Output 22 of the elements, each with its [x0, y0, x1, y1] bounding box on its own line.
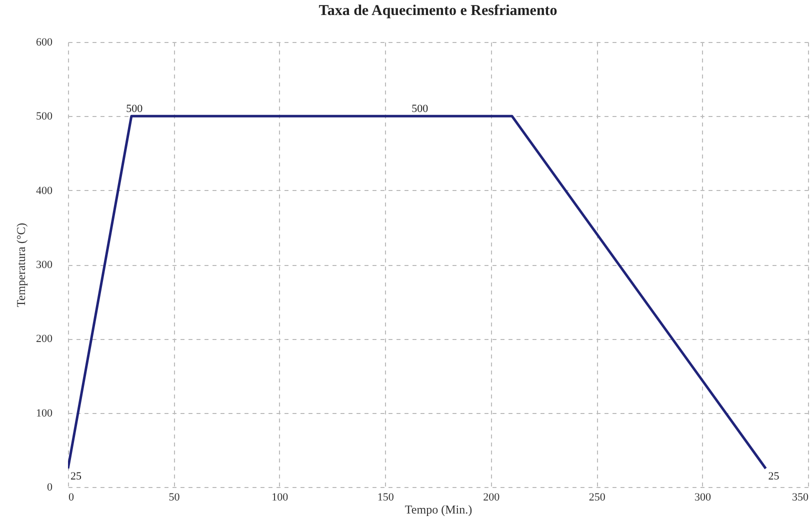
- data-label: 25: [70, 470, 82, 482]
- data-label: 500: [126, 103, 144, 116]
- y-tick-label: 0: [47, 482, 53, 494]
- x-axis-title: Tempo (Min.): [404, 502, 472, 516]
- x-tick-label: 50: [168, 492, 180, 504]
- data-label: 500: [412, 103, 429, 116]
- x-tick-label: 350: [792, 492, 809, 504]
- y-tick-label: 600: [36, 36, 53, 48]
- y-tick-label: 500: [36, 110, 53, 123]
- y-tick-label: 200: [36, 333, 53, 346]
- x-tick-label: 300: [694, 492, 712, 504]
- x-tick-label: 150: [377, 492, 394, 504]
- x-tick-label: 100: [272, 492, 289, 504]
- x-tick-label: 250: [588, 492, 606, 504]
- y-tick-label: 100: [36, 407, 53, 420]
- chart-title: Taxa de Aquecimento e Resfriamento: [318, 3, 558, 19]
- x-tick-label: 200: [483, 492, 500, 504]
- data-label: 25: [768, 470, 780, 482]
- y-axis-title: Temperatura (°C): [14, 222, 28, 308]
- x-tick-label: 0: [68, 492, 74, 504]
- y-tick-label: 400: [36, 184, 53, 197]
- y-tick-label: 300: [36, 259, 53, 271]
